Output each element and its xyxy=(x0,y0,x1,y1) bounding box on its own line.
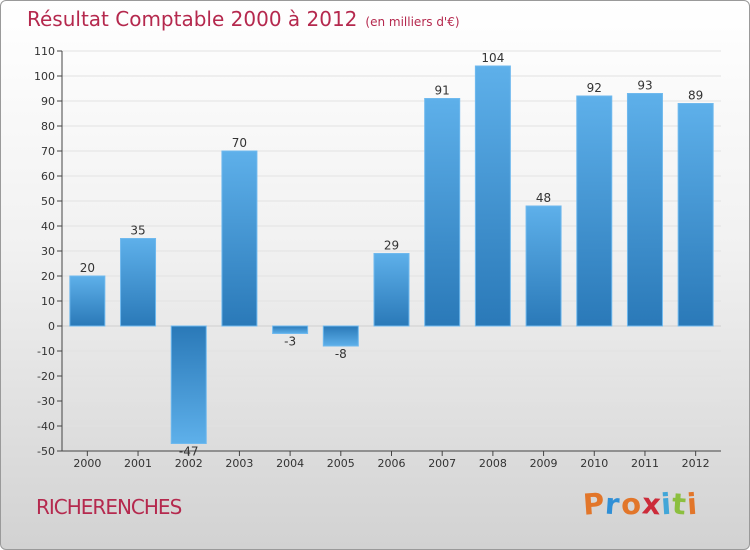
data-label: 92 xyxy=(587,81,602,95)
y-tick-label: 70 xyxy=(41,145,55,158)
x-tick-label: 2007 xyxy=(428,457,456,470)
bar-2008 xyxy=(474,65,511,327)
chart-title-block: Résultat Comptable 2000 à 2012 (en millie… xyxy=(27,7,460,31)
bar-2004 xyxy=(272,325,309,334)
chart-title: Résultat Comptable 2000 à 2012 xyxy=(27,7,358,31)
x-tick-label: 2000 xyxy=(73,457,101,470)
y-tick-label: -50 xyxy=(37,445,55,458)
data-label: -3 xyxy=(284,335,296,349)
bar-2005 xyxy=(322,325,359,347)
y-tick-label: 100 xyxy=(34,70,55,83)
y-tick-label: 30 xyxy=(41,245,55,258)
x-tick-label: 2009 xyxy=(530,457,558,470)
bar-2000 xyxy=(69,275,106,327)
bar-2002 xyxy=(170,325,207,444)
x-tick-label: 2005 xyxy=(327,457,355,470)
y-tick-label: 90 xyxy=(41,95,55,108)
y-tick-label: 20 xyxy=(41,270,55,283)
x-tick-label: 2012 xyxy=(682,457,710,470)
data-label: 104 xyxy=(481,51,504,65)
y-tick-label: -20 xyxy=(37,370,55,383)
bar-2007 xyxy=(424,98,461,327)
logo-letter: x xyxy=(640,486,663,522)
x-tick-label: 2002 xyxy=(175,457,203,470)
data-label: 29 xyxy=(384,239,399,253)
chart-subtitle: (en milliers d'€) xyxy=(365,15,460,29)
data-label: 93 xyxy=(637,79,652,93)
bar-2012 xyxy=(677,103,714,327)
bar-2003 xyxy=(221,150,258,327)
data-label: -8 xyxy=(335,347,347,361)
bar-2006 xyxy=(373,253,410,327)
label-layer: 2000 20 2001 35 2002-47 2003 70 2004 -3 2005 -8 200… xyxy=(73,51,709,470)
y-tick-label: -30 xyxy=(37,395,55,408)
x-tick-label: 2001 xyxy=(124,457,152,470)
y-tick-label: -40 xyxy=(37,420,55,433)
x-tick-label: 2011 xyxy=(631,457,659,470)
y-tick-label: 40 xyxy=(41,220,55,233)
y-tick-label: 60 xyxy=(41,170,55,183)
y-tick-label: 110 xyxy=(34,45,55,58)
logo-letter: P xyxy=(581,486,607,522)
x-tick-label: 2006 xyxy=(378,457,406,470)
y-tick-label: -10 xyxy=(37,345,55,358)
data-label: 89 xyxy=(688,89,703,103)
y-tick-label: 80 xyxy=(41,120,55,133)
logo-letter: r xyxy=(604,486,622,522)
bar-layer xyxy=(69,65,714,444)
data-label: 70 xyxy=(232,136,247,150)
logo-letter: i xyxy=(685,486,700,522)
x-tick-label: 2008 xyxy=(479,457,507,470)
y-tick-label: 50 xyxy=(41,195,55,208)
bar-2010 xyxy=(576,95,613,327)
data-label: 20 xyxy=(80,261,95,275)
x-tick-label: 2003 xyxy=(225,457,253,470)
bar-2011 xyxy=(626,93,663,327)
data-label: -47 xyxy=(179,445,199,459)
data-label: 91 xyxy=(435,84,450,98)
logo-letter: o xyxy=(619,486,643,522)
proxiti-logo[interactable]: Proxiti xyxy=(581,486,700,522)
data-label: 48 xyxy=(536,191,551,205)
y-tick-label: 10 xyxy=(41,295,55,308)
x-tick-label: 2010 xyxy=(580,457,608,470)
data-label: 35 xyxy=(130,224,145,238)
bar-2009 xyxy=(525,205,562,327)
x-tick-label: 2004 xyxy=(276,457,304,470)
y-tick-label: 0 xyxy=(48,320,55,333)
bar-2001 xyxy=(120,238,157,327)
town-name: RICHERENCHES xyxy=(36,495,182,519)
